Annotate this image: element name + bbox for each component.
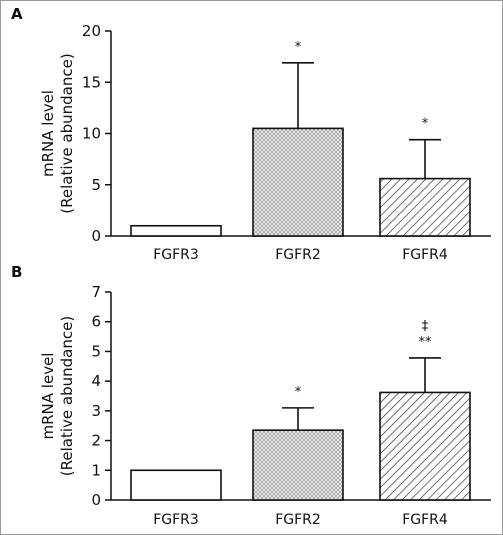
y-tick-label: 0	[91, 491, 101, 509]
panel-label: B	[11, 263, 22, 281]
bar-fgfr2	[252, 127, 344, 237]
x-tick-label: FGFR3	[153, 512, 199, 528]
x-tick-label: FGFR3	[153, 247, 199, 263]
x-tick-label: FGFR2	[275, 247, 321, 263]
y-axis-subtitle: (Relative abundance)	[58, 53, 76, 213]
y-tick-label: 7	[91, 283, 101, 301]
bar-fgfr2	[252, 429, 344, 501]
panel-label: A	[11, 5, 23, 23]
significance-mark: **	[419, 335, 433, 350]
significance-mark: *	[422, 117, 429, 132]
y-tick-label: 15	[82, 73, 101, 91]
x-tick-label: FGFR2	[275, 512, 321, 528]
bar-fgfr4	[379, 177, 471, 237]
y-tick-label: 5	[91, 342, 101, 360]
y-axis-subtitle: (Relative abundance)	[58, 316, 76, 476]
bar-fgfr3	[130, 224, 222, 237]
y-axis-title: mRNA level	[39, 353, 57, 440]
y-tick-label: 1	[91, 461, 101, 479]
y-tick-label: 0	[91, 227, 101, 245]
y-tick-label: 2	[91, 432, 101, 450]
bar-fgfr3	[130, 469, 222, 501]
bar-fgfr4	[379, 391, 471, 501]
significance-mark-secondary: ‡	[422, 319, 429, 334]
significance-mark: *	[295, 40, 302, 55]
y-tick-label: 5	[91, 176, 101, 194]
y-tick-label: 6	[91, 313, 101, 331]
x-tick-label: FGFR4	[402, 247, 448, 263]
y-tick-label: 10	[82, 125, 101, 143]
y-axis-title: mRNA level	[39, 90, 57, 177]
y-tick-label: 4	[91, 372, 101, 390]
y-tick-label: 3	[91, 402, 101, 420]
y-tick-label: 20	[82, 22, 101, 40]
x-tick-label: FGFR4	[402, 512, 448, 528]
significance-mark: *	[295, 385, 302, 400]
